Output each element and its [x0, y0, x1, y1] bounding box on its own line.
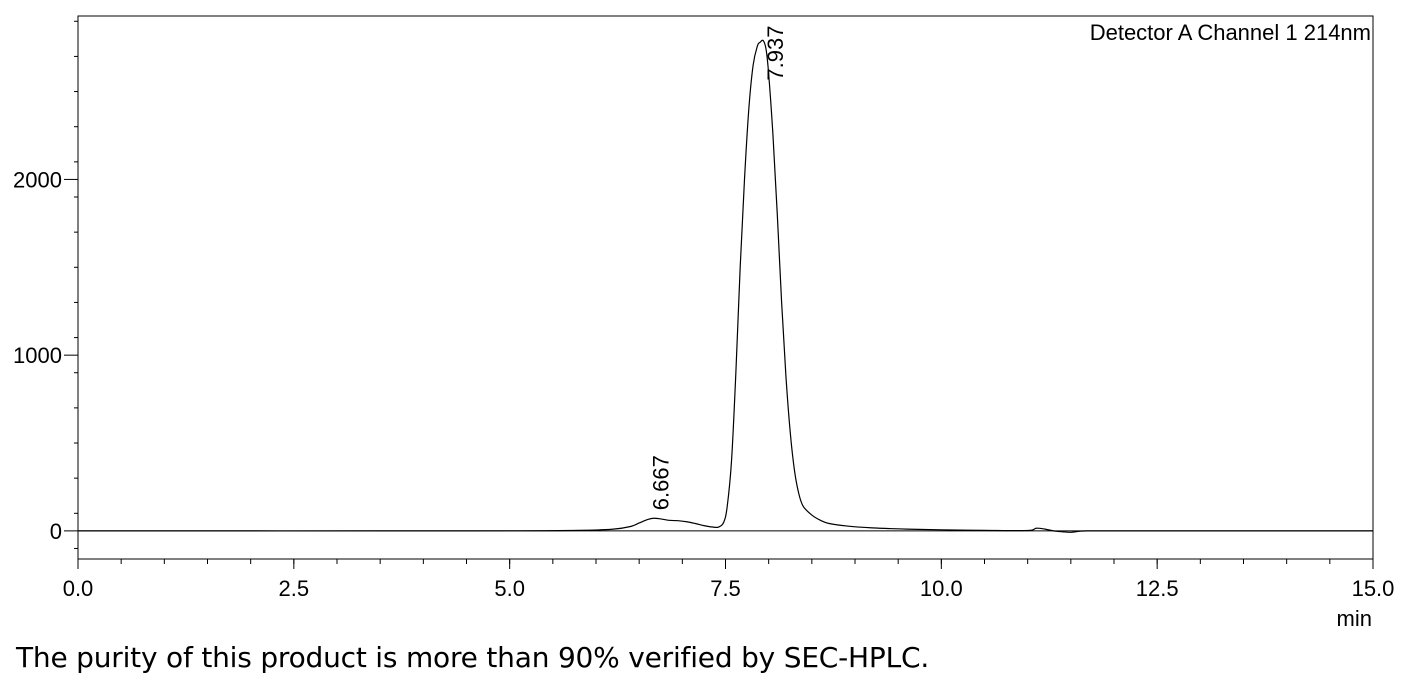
trace-layer [77, 39, 1373, 533]
x-tick-label: 15.0 [1352, 576, 1395, 601]
minor-ticks [74, 20, 1374, 564]
x-tick-label: 0.0 [63, 576, 94, 601]
x-tick-label: 12.5 [1136, 576, 1179, 601]
x-tick-label: 7.5 [710, 576, 741, 601]
peak-label: 6.667 [649, 455, 674, 510]
plot-border [77, 15, 1374, 560]
chromatogram-chart: 0.0 2.5 5.0 7.5 10.0 12.5 15.0 0 1000 2000 6.667 7… [13, 15, 1394, 631]
peak-label: 7.937 [763, 26, 788, 81]
y-tick-label: 2000 [13, 167, 62, 192]
x-tick-label: 5.0 [494, 576, 525, 601]
y-tick-label: 1000 [13, 343, 62, 368]
x-tick-label: 2.5 [279, 576, 310, 601]
major-ticks [64, 178, 1374, 569]
peak-labels: 6.667 7.937 [649, 26, 789, 511]
detector-label: Detector A Channel 1 214nm [1090, 20, 1371, 45]
chromatogram-trace-0 [77, 39, 1373, 533]
purity-caption: The purity of this product is more than … [16, 641, 930, 674]
x-axis-label: min [1337, 606, 1372, 631]
x-tick-label: 10.0 [920, 576, 963, 601]
y-tick-label: 0 [50, 519, 62, 544]
tick-labels: 0.0 2.5 5.0 7.5 10.0 12.5 15.0 0 1000 2000 [13, 167, 1394, 601]
plot-area [77, 15, 1374, 560]
